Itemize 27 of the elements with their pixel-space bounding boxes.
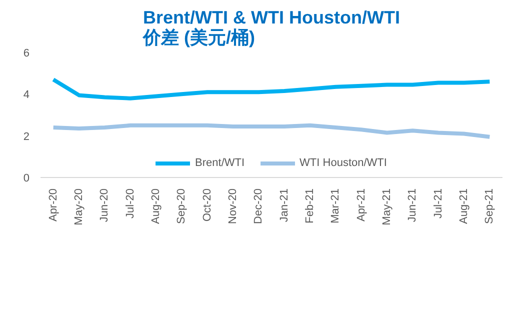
legend-label: WTI Houston/WTI [300, 157, 387, 169]
x-tick-label: Nov-20 [227, 188, 239, 224]
x-tick-label: Apr-20 [47, 188, 60, 222]
x-tick-label: Sep-20 [176, 188, 188, 224]
x-tick-label: Jan-21 [278, 188, 290, 222]
x-tick-label: Apr-21 [355, 188, 368, 222]
line-series [51, 123, 492, 139]
x-tick-label: Feb-21 [304, 188, 316, 224]
legend-label: Brent/WTI [195, 157, 245, 169]
x-tick-label: Aug-21 [458, 188, 470, 224]
x-tick-label: May-21 [381, 188, 393, 226]
y-tick-label: 2 [23, 130, 30, 143]
chart-title: Brent/WTI & WTI Houston/WTI 价差 (美元/桶) [142, 8, 400, 48]
x-tick-label: Jun-20 [98, 188, 111, 222]
y-tick-label: 4 [23, 89, 30, 102]
y-tick-label: 6 [23, 48, 30, 60]
x-tick-label: Jul-20 [124, 188, 136, 218]
x-tick-label: Oct-20 [201, 188, 214, 222]
line-series [51, 78, 492, 100]
x-tick-label: Dec-20 [252, 188, 265, 224]
x-tick-label: Sep-21 [484, 188, 496, 224]
y-tick-label: 0 [23, 172, 30, 184]
x-tick-label: Jun-21 [406, 188, 419, 222]
x-tick-label: Aug-20 [150, 188, 162, 224]
x-tick-label: May-20 [73, 188, 85, 226]
x-tick-label: Mar-21 [330, 188, 342, 224]
x-tick-label: Jul-21 [432, 188, 444, 218]
